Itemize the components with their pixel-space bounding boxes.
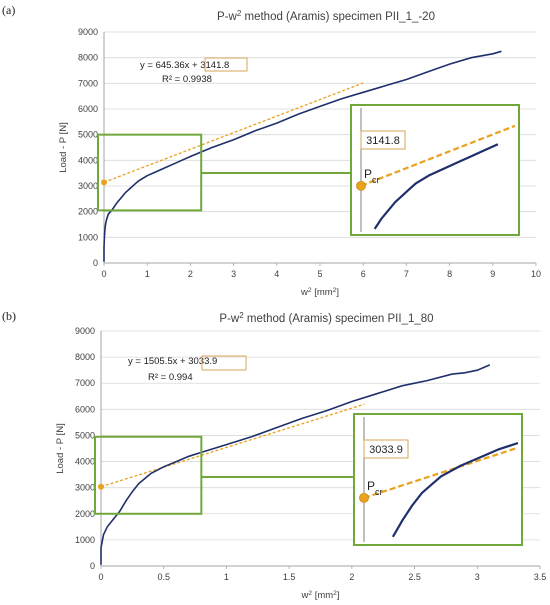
data-series-line (103, 50, 502, 262)
y-tick-label: 0 (93, 258, 98, 268)
equation-intercept: 3033.9 (188, 356, 217, 367)
zoom-inset (350, 104, 520, 236)
inset-intercept-point (359, 492, 369, 503)
equation-intercept: 3141.8 (200, 60, 229, 71)
x-tick-label: 8 (447, 269, 452, 279)
text-part: w (300, 287, 308, 298)
x-tick-label: 2 (349, 572, 354, 582)
y-axis-label: Load - P [N] (58, 122, 69, 173)
trendline-equation: y = 645.36x + 3141.8 (140, 60, 229, 71)
panel-label: (b) (2, 309, 16, 323)
x-tick-label: 0.5 (157, 572, 170, 582)
x-tick-label: 2.5 (408, 572, 421, 582)
y-tick-label: 8000 (78, 53, 98, 63)
y-tick-label: 4000 (75, 457, 95, 467)
trendline-equation: y = 1505.5x + 3033.9 (128, 356, 217, 367)
y-tick-label: 7000 (78, 78, 98, 88)
y-tick-label: 1000 (78, 232, 98, 242)
r-squared: R² = 0.9938 (162, 74, 212, 85)
text-part: ] (336, 287, 339, 298)
x-tick-label: 3 (231, 269, 236, 279)
text-part: method (Aramis) specimen PII_1_80 (244, 313, 434, 325)
y-tick-label: 8000 (75, 352, 95, 362)
y-tick-label: 9000 (78, 27, 98, 37)
trendline (103, 82, 364, 183)
equation-prefix: y = 1505.5x + (128, 356, 188, 367)
x-tick-label: 10 (531, 269, 541, 279)
inset-value-label: 3033.9 (369, 444, 403, 456)
inset-data-series-line (373, 143, 499, 230)
inset-trendline (360, 124, 516, 187)
superscript: 2 (308, 287, 312, 294)
y-tick-label: 5000 (78, 130, 98, 140)
text-part: P-w (217, 11, 238, 23)
text-part: P-w (219, 313, 240, 325)
x-tick-label: 1.5 (283, 572, 296, 582)
inset-value-box (363, 439, 409, 459)
equation-intercept-box (201, 355, 247, 371)
x-tick-label: 5 (317, 269, 322, 279)
y-tick-label: 4000 (78, 155, 98, 165)
x-tick-label: 7 (404, 269, 409, 279)
text-part: [mm (312, 590, 333, 601)
pcr-label: Pcr (364, 167, 380, 185)
trendline (100, 403, 365, 488)
chart-panel-a: (a) P-w2 method (Aramis) specimen PII_1_-… (2, 3, 541, 298)
chart-panel-b: (b) P-w2 method (Aramis) specimen PII_1_8… (2, 309, 546, 601)
y-tick-label: 6000 (78, 104, 98, 114)
y-tick-label: 0 (90, 561, 95, 571)
x-tick-label: 0 (101, 269, 106, 279)
chart-title: P-w2 method (Aramis) specimen PII_1_-20 (217, 9, 435, 24)
y-axis-label: Load - P [N] (55, 423, 66, 474)
intercept-point (98, 483, 104, 490)
pcr-label: Pcr (367, 479, 383, 497)
inset-data-series-line (391, 441, 519, 538)
y-tick-label: 2000 (78, 207, 98, 217)
chart-title: P-w2 method (Aramis) specimen PII_1_80 (219, 311, 433, 326)
y-tick-label: 7000 (75, 378, 95, 388)
pcr-subscript: cr (375, 487, 383, 497)
x-tick-label: 3.5 (534, 572, 547, 582)
superscript: 2 (239, 311, 244, 320)
panel-label: (a) (2, 3, 15, 17)
pcr-letter: P (367, 479, 375, 493)
x-tick-label: 6 (361, 269, 366, 279)
x-tick-label: 0 (98, 572, 103, 582)
equation-prefix: y = 645.36x + (140, 60, 200, 71)
x-tick-label: 1 (224, 572, 229, 582)
superscript: 2 (237, 9, 242, 18)
x-tick-label: 4 (274, 269, 279, 279)
superscript: 2 (333, 590, 337, 597)
zoom-region-box (97, 133, 203, 212)
y-tick-label: 6000 (75, 404, 95, 414)
y-tick-label: 5000 (75, 430, 95, 440)
x-tick-label: 1 (145, 269, 150, 279)
inset-intercept-point (356, 180, 366, 191)
superscript: 2 (333, 287, 337, 294)
x-tick-label: 9 (490, 269, 495, 279)
text-part: w (300, 590, 308, 601)
y-tick-label: 3000 (75, 483, 95, 493)
zoom-region-box (94, 435, 203, 515)
r-squared: R² = 0.994 (148, 372, 193, 383)
y-tick-label: 9000 (75, 326, 95, 336)
pcr-letter: P (364, 167, 372, 181)
text-part: [mm (312, 287, 333, 298)
pcr-subscript: cr (372, 175, 380, 185)
inset-value-box (360, 130, 406, 150)
x-axis-label: w2 [mm2] (300, 287, 339, 299)
y-tick-label: 3000 (78, 181, 98, 191)
y-tick-label: 1000 (75, 535, 95, 545)
x-axis-label: w2 [mm2] (300, 590, 339, 602)
inset-value-label: 3141.8 (366, 135, 400, 147)
text-part: ] (337, 590, 340, 601)
equation-intercept-box (204, 57, 248, 72)
intercept-point (101, 179, 107, 186)
x-tick-label: 2 (188, 269, 193, 279)
x-tick-label: 3 (475, 572, 480, 582)
y-tick-label: 2000 (75, 509, 95, 519)
superscript: 2 (308, 590, 312, 597)
text-part: method (Aramis) specimen PII_1_-20 (241, 11, 435, 23)
